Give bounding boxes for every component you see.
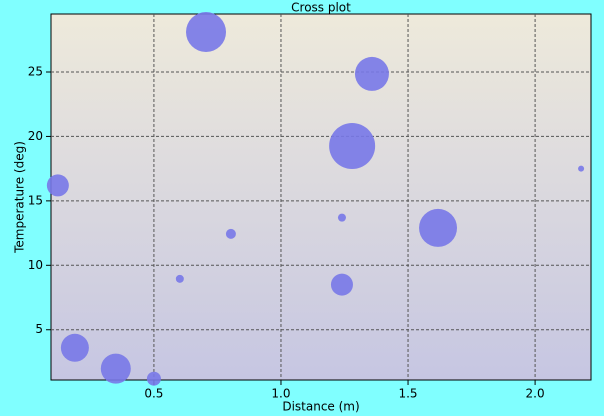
y-axis-label: Temperature (deg) (13, 141, 27, 254)
x-tick-label: 1.0 (271, 387, 290, 401)
bubble (419, 208, 458, 247)
bubble (175, 274, 184, 283)
bubble (146, 371, 161, 386)
bubble (186, 12, 227, 53)
y-tick-label: 15 (28, 193, 43, 207)
bubble (225, 228, 236, 239)
y-tick-label: 25 (28, 64, 43, 78)
bubble (330, 273, 353, 296)
bubble (329, 122, 376, 169)
x-axis-label: Distance (m) (282, 400, 359, 414)
bubble (60, 333, 89, 362)
x-tick-label: 1.5 (398, 387, 417, 401)
x-tick-label: 2.0 (526, 387, 545, 401)
plot-area (50, 13, 592, 381)
bubble (100, 353, 131, 384)
bubble (337, 213, 346, 222)
bubble (46, 174, 69, 197)
y-tick-label: 10 (28, 258, 43, 272)
bubble (578, 165, 585, 172)
chart-title: Cross plot (291, 1, 351, 15)
y-tick-label: 20 (28, 129, 43, 143)
y-tick-label: 5 (35, 322, 43, 336)
x-tick-label: 0.5 (144, 387, 163, 401)
bubble (354, 56, 389, 91)
